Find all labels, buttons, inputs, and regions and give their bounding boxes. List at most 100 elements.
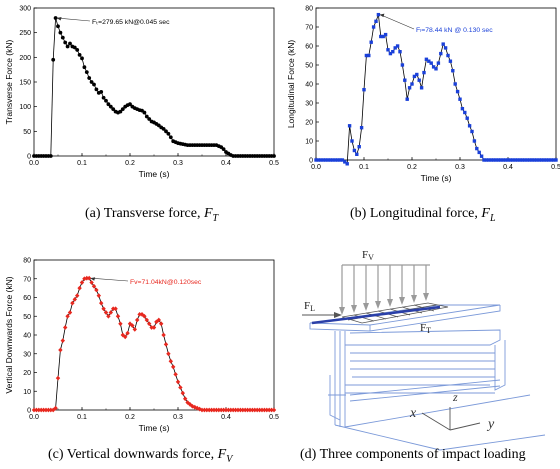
data-point	[319, 158, 323, 162]
x-tick-label: 0.5	[269, 414, 279, 421]
data-point	[147, 117, 152, 121]
data-point	[453, 82, 457, 86]
impact-loading-diagram: FV FL FT x y z	[302, 249, 546, 451]
data-point	[48, 154, 53, 158]
ground-line-1	[334, 424, 441, 451]
x-tick-label: 0.5	[551, 164, 560, 171]
data-point	[135, 317, 140, 323]
data-point	[55, 375, 61, 381]
data-point	[371, 25, 376, 29]
data-point	[56, 24, 60, 29]
y-tick-label: 250	[19, 30, 31, 37]
data-point	[494, 158, 498, 162]
data-point	[487, 158, 491, 162]
x-axis-label: Time (s)	[139, 169, 170, 179]
data-point	[436, 61, 441, 65]
data-point	[144, 114, 149, 119]
data-point	[72, 45, 77, 50]
data-point	[467, 124, 472, 128]
x-tick-label: 0.5	[269, 160, 279, 167]
data-point	[175, 379, 181, 385]
data-point	[168, 135, 173, 140]
data-point	[379, 34, 383, 39]
data-point	[503, 158, 508, 162]
data-point	[549, 158, 553, 162]
caption-a-text: (a) Transverse force,	[85, 206, 204, 221]
data-point	[68, 41, 72, 46]
data-point	[151, 325, 157, 330]
data-point	[501, 158, 505, 162]
caption-b: (b) Longitudinal force, FL	[350, 206, 496, 224]
data-point	[527, 158, 532, 162]
peak-annotation: Fv=71.04kN@0.120sec	[130, 279, 202, 286]
data-point	[65, 44, 70, 49]
data-point	[412, 74, 417, 79]
data-point	[115, 313, 121, 319]
y-tick-label: 300	[19, 6, 31, 13]
peak-annotation: Fₜ=279.65 kN@0.045 sec	[92, 19, 170, 26]
y-tick-label: 30	[23, 351, 31, 358]
caption-a: (a) Transverse force, FT	[85, 206, 218, 224]
y-axis-label: Longitudinal Force (kN)	[286, 40, 296, 129]
data-point	[424, 57, 429, 61]
annotation-arrow	[91, 277, 129, 282]
data-point	[489, 158, 493, 162]
x-tick-label: 0.3	[173, 414, 183, 421]
data-point	[407, 86, 412, 90]
coordinate-axes	[421, 407, 481, 431]
x-tick-label: 0.2	[407, 164, 417, 171]
y-tick-label: 80	[23, 258, 31, 265]
data-point	[496, 158, 501, 162]
data-point	[410, 82, 414, 86]
data-point	[180, 390, 185, 396]
data-point	[357, 145, 361, 149]
data-point	[333, 158, 337, 162]
data-point	[335, 158, 340, 162]
y-tick-label: 10	[23, 389, 31, 396]
data-point	[515, 158, 520, 162]
data-point	[554, 158, 558, 162]
data-point	[58, 347, 63, 353]
chart-panel-a: 0.0 0.1 0.2 0.3 0.4 0.5 0 50 100 150 200 250 300 Time…	[0, 0, 285, 230]
data-point	[161, 126, 166, 131]
data-point	[472, 139, 477, 143]
data-point	[465, 116, 469, 120]
data-point	[247, 407, 253, 413]
series-line	[34, 17, 274, 157]
data-point	[75, 48, 80, 52]
foundation-box	[328, 375, 346, 421]
data-point	[508, 158, 513, 162]
data-point	[506, 158, 510, 162]
data-point	[221, 147, 226, 151]
data-point	[106, 102, 111, 107]
data-point	[39, 407, 44, 413]
data-point	[127, 321, 133, 327]
data-point	[63, 40, 68, 45]
data-point	[166, 131, 171, 136]
data-point	[328, 158, 333, 162]
data-point	[87, 76, 92, 80]
x-tick-label: 0.0	[29, 414, 39, 421]
data-point	[63, 325, 68, 330]
data-point	[118, 109, 123, 114]
data-point	[108, 104, 113, 109]
fl-label: FL	[304, 300, 315, 313]
data-point	[542, 158, 546, 162]
data-point	[77, 52, 82, 57]
x-tick-label: 0.2	[125, 414, 135, 421]
data-point	[94, 87, 99, 92]
peak-annotation: Fₗ=78.44 kN @ 0.130 sec	[416, 27, 493, 34]
data-point	[539, 158, 544, 162]
data-point	[429, 61, 433, 65]
data-point	[211, 407, 217, 413]
x-tick-label: 0.0	[311, 164, 321, 171]
girder-end	[494, 340, 506, 391]
data-point	[518, 158, 522, 162]
data-point	[388, 51, 393, 56]
data-point	[77, 285, 82, 291]
data-point	[383, 32, 388, 37]
data-point	[458, 97, 462, 101]
data-point	[343, 160, 347, 164]
annotation-arrowhead	[90, 277, 96, 281]
data-point	[352, 148, 357, 153]
